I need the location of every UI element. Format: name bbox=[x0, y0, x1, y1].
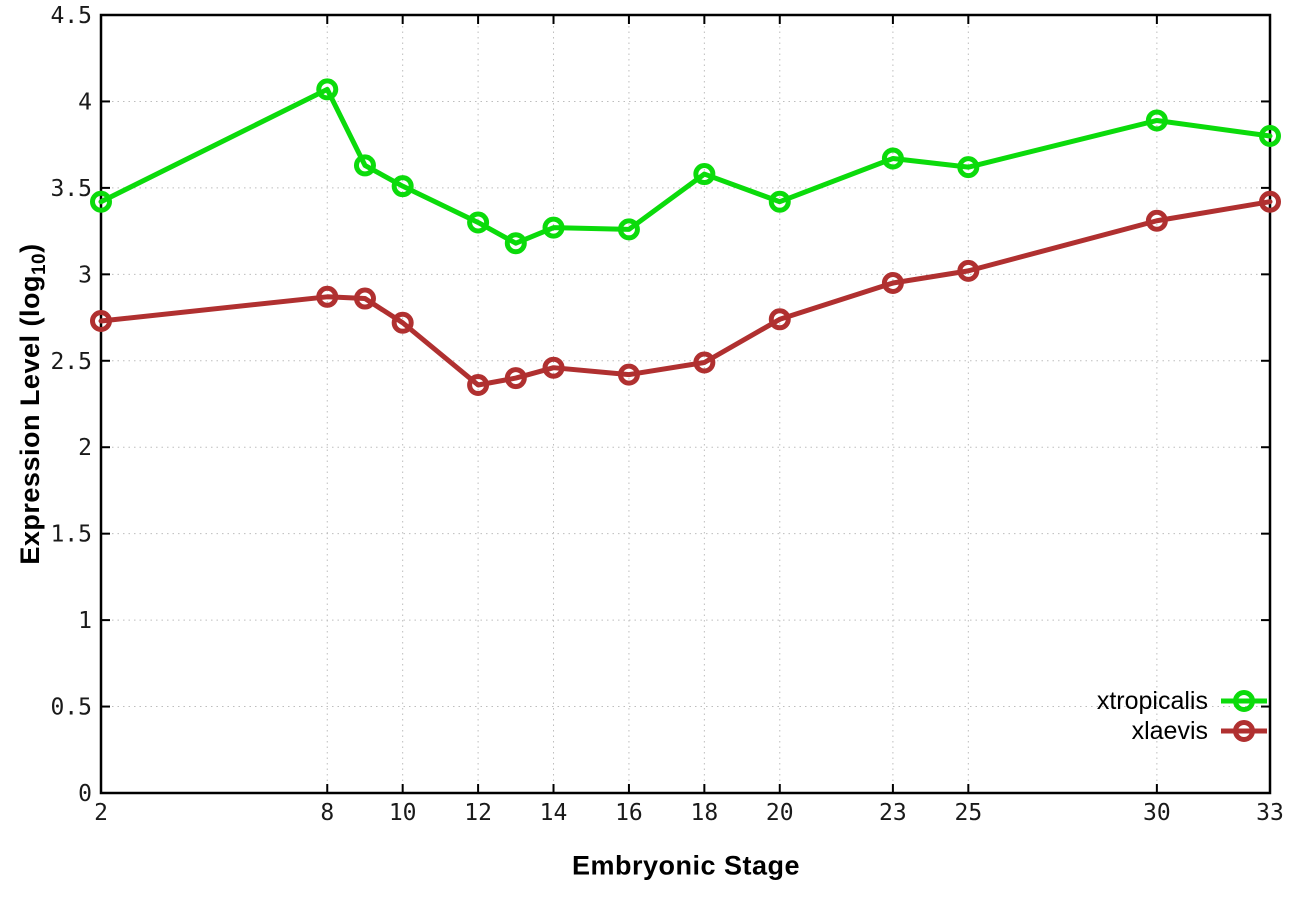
data-point-xtropicalis-stage-33 bbox=[1259, 125, 1281, 148]
data-point-xlaevis-stage-16 bbox=[617, 363, 640, 386]
data-point-xlaevis-stage-2 bbox=[90, 310, 112, 333]
legend: xtropicalis xlaevis bbox=[1097, 687, 1268, 745]
y-axis-title: Expression Level (log10) bbox=[15, 243, 51, 564]
y-tick-label: 1.5 bbox=[50, 522, 92, 548]
data-point-xtropicalis-stage-8 bbox=[316, 78, 339, 101]
data-point-xlaevis-stage-18 bbox=[693, 351, 716, 374]
x-tick-label: 23 bbox=[879, 800, 907, 826]
legend-label-xtropicalis: xtropicalis bbox=[1096, 686, 1208, 715]
y-tick-label: 2 bbox=[78, 435, 92, 461]
y-axis-title-suffix: ) bbox=[14, 243, 45, 253]
data-point-xlaevis-stage-14 bbox=[542, 356, 565, 379]
plot-border bbox=[99, 13, 1272, 795]
x-tick-label: 33 bbox=[1256, 800, 1284, 826]
series-line-xlaevis bbox=[98, 199, 1273, 388]
data-point-xtropicalis-stage-18 bbox=[693, 163, 716, 186]
xlaevis-line-marker-icon bbox=[1221, 720, 1267, 742]
data-point-xlaevis-stage-33 bbox=[1259, 190, 1281, 213]
data-point-xtropicalis-stage-23 bbox=[881, 147, 904, 170]
x-tick-label: 8 bbox=[320, 800, 334, 826]
x-tick-label: 30 bbox=[1143, 800, 1171, 826]
x-tick-label: 10 bbox=[389, 800, 417, 826]
y-tick-label: 0 bbox=[78, 781, 92, 807]
legend-entry-xtropicalis: xtropicalis bbox=[1097, 687, 1268, 715]
tick-labels: 2 8 10 12 14 16 18 20 23 25 30 33 0 0.5 1 1.5 2 2.5 3 3.5 4 4… bbox=[50, 3, 1283, 826]
y-tick-label: 3 bbox=[78, 262, 92, 288]
data-point-xtropicalis-stage-9 bbox=[353, 154, 376, 177]
y-axis-title-subscript: 10 bbox=[29, 252, 51, 276]
data-point-xlaevis-stage-8 bbox=[316, 285, 339, 308]
x-tick-label: 2 bbox=[94, 800, 108, 826]
y-tick-label: 0.5 bbox=[50, 695, 92, 721]
data-point-xlaevis-stage-25 bbox=[957, 259, 980, 282]
data-point-xlaevis-stage-13 bbox=[504, 367, 527, 390]
data-point-xtropicalis-stage-13 bbox=[504, 232, 527, 255]
data-point-xlaevis-stage-9 bbox=[353, 287, 376, 310]
x-tick-label: 18 bbox=[691, 800, 719, 826]
data-point-xtropicalis-stage-30 bbox=[1145, 109, 1168, 132]
legend-entry-xlaevis: xlaevis bbox=[1097, 717, 1268, 745]
data-point-xlaevis-stage-30 bbox=[1145, 209, 1168, 232]
series-xtropicalis bbox=[90, 78, 1281, 255]
data-point-xtropicalis-stage-20 bbox=[768, 190, 791, 213]
x-tick-label: 25 bbox=[954, 800, 982, 826]
y-tick-label: 1 bbox=[78, 608, 92, 634]
data-point-xtropicalis-stage-2 bbox=[90, 190, 112, 213]
x-tick-label: 16 bbox=[615, 800, 643, 826]
data-point-xlaevis-stage-20 bbox=[768, 308, 791, 331]
series-xlaevis bbox=[90, 190, 1281, 396]
x-tick-label: 14 bbox=[540, 800, 568, 826]
tick-marks bbox=[100, 14, 1271, 794]
y-tick-label: 2.5 bbox=[50, 349, 92, 375]
y-tick-label: 4 bbox=[78, 89, 92, 115]
data-point-xtropicalis-stage-10 bbox=[391, 175, 414, 198]
x-tick-label: 20 bbox=[766, 800, 794, 826]
data-point-xtropicalis-stage-25 bbox=[957, 156, 980, 179]
data-point-xtropicalis-stage-14 bbox=[542, 216, 565, 239]
data-point-xlaevis-stage-12 bbox=[467, 373, 490, 396]
y-tick-label: 3.5 bbox=[50, 176, 92, 202]
data-point-xlaevis-stage-10 bbox=[391, 311, 414, 334]
data-point-xlaevis-stage-23 bbox=[881, 271, 904, 294]
data-point-xtropicalis-stage-16 bbox=[617, 218, 640, 241]
data-point-xtropicalis-stage-12 bbox=[467, 211, 490, 234]
grid-lines bbox=[100, 14, 1271, 794]
series-line-xtropicalis bbox=[98, 86, 1273, 246]
x-axis-title: Embryonic Stage bbox=[571, 850, 801, 881]
y-axis-title-text: Expression Level (log bbox=[14, 275, 45, 565]
legend-label-xlaevis: xlaevis bbox=[1131, 716, 1208, 745]
x-tick-label: 12 bbox=[464, 800, 492, 826]
xtropicalis-line-marker-icon bbox=[1221, 690, 1267, 712]
y-tick-label: 4.5 bbox=[50, 3, 92, 29]
